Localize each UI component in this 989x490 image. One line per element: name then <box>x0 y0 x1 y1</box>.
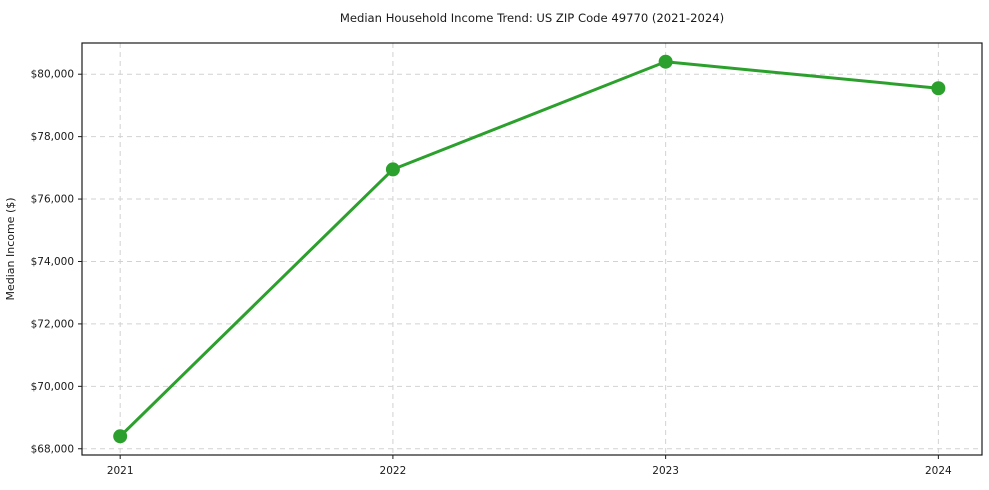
y-tick-label: $70,000 <box>31 381 74 393</box>
plot-spines <box>81 42 983 456</box>
y-axis-label: Median Income ($) <box>4 197 17 300</box>
y-tick-label: $78,000 <box>31 131 74 143</box>
data-point-marker <box>931 81 946 96</box>
chart-title: Median Household Income Trend: US ZIP Co… <box>340 11 724 25</box>
y-tick-label: $68,000 <box>31 443 74 455</box>
data-point-marker <box>658 54 673 69</box>
x-tick-label: 2023 <box>652 465 679 477</box>
data-point-marker <box>113 429 128 444</box>
x-tick-label: 2022 <box>380 465 407 477</box>
plot-content: $68,000 $70,000 $72,000 $74,000 $76,000 $78,0… <box>31 42 983 477</box>
y-tick-label: $72,000 <box>31 318 74 330</box>
x-tick-label: 2021 <box>107 465 134 477</box>
data-line <box>118 60 940 438</box>
data-point-marker <box>385 162 400 177</box>
y-tick-label: $76,000 <box>31 194 74 206</box>
y-tick-label: $74,000 <box>31 256 74 268</box>
x-tick-label: 2024 <box>925 465 952 477</box>
y-tick-label: $80,000 <box>31 69 74 81</box>
